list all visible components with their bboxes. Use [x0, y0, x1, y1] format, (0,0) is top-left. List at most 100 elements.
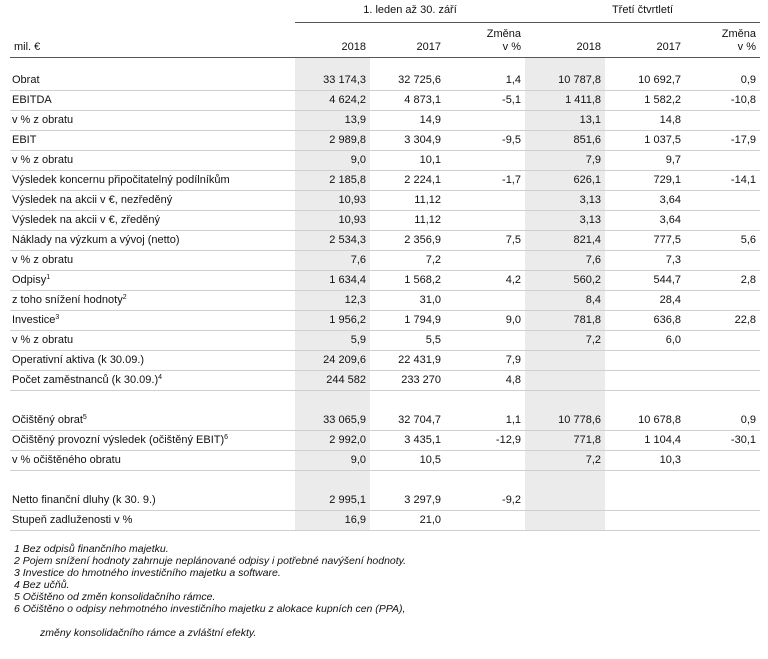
label-text: z toho snížení hodnoty: [12, 294, 123, 306]
label-text: v % z obratu: [12, 334, 74, 346]
footnote: 2 Pojem snížení hodnoty zahrnuje nepláno…: [14, 555, 407, 567]
row-rule: [10, 150, 760, 151]
cell: 10,5: [419, 454, 441, 466]
cell: 2 989,8: [329, 134, 366, 146]
column-shade: [295, 57, 370, 530]
cell: -17,9: [730, 134, 756, 146]
label-text: Operativní aktiva (k 30.09.): [12, 354, 145, 366]
cell: 2,8: [740, 274, 756, 286]
label-text: v % z obratu: [12, 114, 74, 126]
row-rule: [10, 230, 760, 231]
footnote: 3 Investice do hmotného investičního maj…: [14, 567, 281, 579]
cell: 1 411,8: [565, 94, 601, 106]
cell: 2 995,1: [329, 494, 366, 506]
column-shade: [525, 57, 605, 530]
cell: 7,3: [665, 254, 681, 266]
cell: 1 582,2: [644, 94, 681, 106]
column-header: 2017: [416, 41, 441, 53]
unit-label: mil. €: [14, 41, 41, 53]
label-text: v % očištěného obratu: [12, 454, 121, 466]
cell: 1,4: [505, 74, 521, 86]
cell: 10 778,6: [558, 414, 601, 426]
label-text: Výsledek na akcii v €, zředěný: [12, 214, 160, 226]
row-label: Výsledek na akcii v €, zředěný: [10, 210, 160, 230]
row-rule: [10, 110, 760, 111]
cell: 22,8: [734, 314, 756, 326]
cell: 14,8: [659, 114, 681, 126]
cell: 851,6: [573, 134, 601, 146]
cell: 5,9: [350, 334, 366, 346]
cell: 771,8: [573, 434, 601, 446]
column-header: Změna v %: [486, 28, 521, 53]
row-label: Odpisy1: [10, 270, 50, 290]
row-label: Náklady na výzkum a vývoj (netto): [10, 230, 180, 250]
header-rule: [295, 22, 525, 23]
cell: 544,7: [653, 274, 681, 286]
cell: 6,0: [665, 334, 681, 346]
cell: 4 873,1: [404, 94, 441, 106]
row-label: v % z obratu: [10, 250, 73, 270]
cell: 3 304,9: [404, 134, 441, 146]
cell: -1,7: [502, 174, 521, 186]
row-rule: [10, 90, 760, 91]
row-label: Výsledek koncernu připočitatelný podílní…: [10, 170, 230, 190]
cell: 24 209,6: [323, 354, 366, 366]
row-rule: [10, 130, 760, 131]
cell: 32 725,6: [398, 74, 441, 86]
cell: 821,4: [573, 234, 601, 246]
cell: 9,0: [350, 154, 366, 166]
label-text: Počet zaměstnanců (k 30.09.): [12, 374, 159, 386]
cell: 1 794,9: [404, 314, 441, 326]
cell: 10 787,8: [558, 74, 601, 86]
cell: 11,12: [414, 194, 441, 206]
cell: 2 185,8: [329, 174, 366, 186]
row-rule: [10, 270, 760, 271]
row-rule: [10, 510, 760, 511]
cell: 2 356,9: [404, 234, 441, 246]
cell: -9,5: [502, 134, 521, 146]
cell: 13,9: [344, 114, 366, 126]
column-header: 2018: [341, 41, 366, 53]
cell: 636,8: [653, 314, 681, 326]
row-label: z toho snížení hodnoty2: [10, 290, 127, 310]
cell: 9,0: [350, 454, 366, 466]
label-text: Výsledek na akcii v €, nezředěný: [12, 194, 173, 206]
cell: 4 624,2: [329, 94, 366, 106]
row-label: Stupeň zadluženosti v %: [10, 510, 132, 530]
row-label: Očištěný provozní výsledek (očištěný EBI…: [10, 430, 228, 450]
cell: 5,5: [425, 334, 441, 346]
cell: 7,6: [350, 254, 366, 266]
cell: 1 104,4: [644, 434, 681, 446]
cell: 3 435,1: [404, 434, 441, 446]
label-text: EBITDA: [12, 94, 52, 106]
footnote-ref: 4: [158, 374, 163, 381]
row-rule: [10, 190, 760, 191]
cell: -9,2: [502, 494, 521, 506]
cell: 3,64: [659, 194, 681, 206]
cell: 16,9: [344, 514, 366, 526]
label-text: v % z obratu: [12, 254, 74, 266]
cell: 781,8: [573, 314, 601, 326]
cell: 12,3: [344, 294, 366, 306]
row-rule: [10, 170, 760, 171]
footnote: 4 Bez učňů.: [14, 579, 70, 591]
cell: 5,6: [740, 234, 756, 246]
cell: -10,8: [730, 94, 756, 106]
column-header: Změna v %: [721, 28, 756, 53]
group-header: 1. leden až 30. září: [363, 4, 457, 16]
label-text: Investice: [12, 314, 56, 326]
footnote: 5 Očištěno od změn konsolidačního rámce.: [14, 591, 216, 603]
cell: 28,4: [659, 294, 681, 306]
row-label: Operativní aktiva (k 30.09.): [10, 350, 144, 370]
cell: 10 678,8: [638, 414, 681, 426]
label-text: Náklady na výzkum a vývoj (netto): [12, 234, 180, 246]
row-rule: [10, 430, 760, 431]
row-label: v % z obratu: [10, 110, 73, 130]
cell: 4,8: [505, 374, 521, 386]
cell: 233 270: [401, 374, 441, 386]
cell: 10 692,7: [638, 74, 681, 86]
row-label: Počet zaměstnanců (k 30.09.)4: [10, 370, 162, 390]
row-rule: [10, 330, 760, 331]
row-rule: [10, 530, 760, 531]
